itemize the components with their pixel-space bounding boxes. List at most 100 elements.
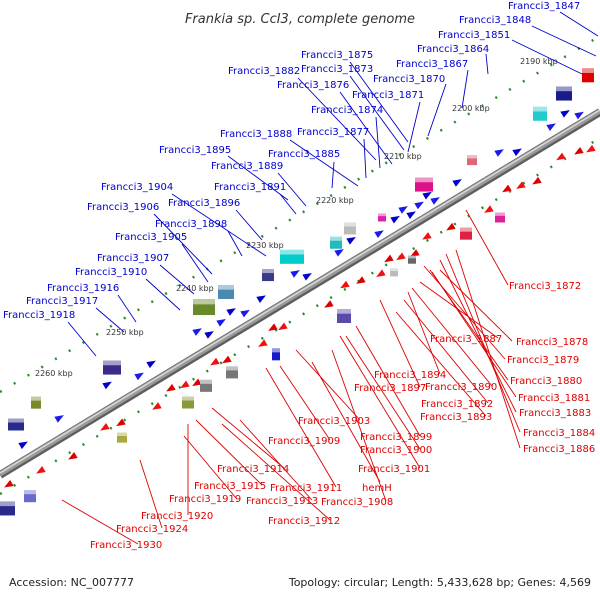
reverse-gene-arrow[interactable] bbox=[66, 451, 78, 463]
gene-block[interactable] bbox=[226, 366, 238, 379]
gene-label[interactable]: Francci3_1882 bbox=[228, 66, 300, 77]
gene-label[interactable]: Francci3_1909 bbox=[268, 436, 340, 447]
gene-label[interactable]: Francci3_1894 bbox=[374, 370, 446, 381]
gene-label[interactable]: Francci3_1892 bbox=[421, 399, 493, 410]
gene-block[interactable] bbox=[280, 249, 304, 264]
gene-label[interactable]: Francci3_1918 bbox=[3, 310, 75, 321]
gene-label[interactable]: Francci3_1880 bbox=[510, 376, 582, 387]
gene-label[interactable]: Francci3_1914 bbox=[217, 464, 289, 475]
forward-gene-arrow[interactable] bbox=[406, 208, 417, 219]
reverse-gene-arrow[interactable] bbox=[394, 252, 406, 263]
reverse-gene-arrow[interactable] bbox=[208, 357, 220, 369]
reverse-gene-arrow[interactable] bbox=[178, 380, 190, 392]
gene-label[interactable]: Francci3_1876 bbox=[277, 80, 349, 91]
forward-gene-arrow[interactable] bbox=[18, 438, 29, 450]
forward-gene-arrow[interactable] bbox=[334, 246, 345, 257]
forward-gene-arrow[interactable] bbox=[422, 189, 433, 200]
gene-block[interactable] bbox=[344, 222, 356, 235]
gene-label[interactable]: Francci3_1886 bbox=[523, 444, 595, 455]
gene-block[interactable] bbox=[182, 396, 194, 409]
gene-block[interactable] bbox=[31, 396, 41, 409]
forward-gene-arrow[interactable] bbox=[192, 325, 203, 336]
gene-block[interactable] bbox=[556, 86, 572, 101]
gene-label[interactable]: Francci3_1919 bbox=[169, 494, 241, 505]
gene-label[interactable]: Francci3_1864 bbox=[417, 44, 489, 55]
forward-gene-arrow[interactable] bbox=[560, 107, 571, 118]
reverse-gene-arrow[interactable] bbox=[338, 280, 350, 292]
reverse-gene-arrow[interactable] bbox=[256, 339, 268, 350]
gene-label[interactable]: Francci3_1878 bbox=[516, 337, 588, 348]
gene-label[interactable]: Francci3_1930 bbox=[90, 540, 162, 551]
gene-label[interactable]: Francci3_1851 bbox=[438, 30, 510, 41]
gene-label[interactable]: Francci3_1891 bbox=[214, 182, 286, 193]
gene-label[interactable]: Francci3_1898 bbox=[155, 219, 227, 230]
gene-block[interactable] bbox=[533, 106, 547, 121]
gene-block[interactable] bbox=[495, 212, 505, 223]
gene-label[interactable]: Francci3_1917 bbox=[26, 296, 98, 307]
reverse-gene-arrow[interactable] bbox=[354, 276, 366, 287]
gene-label[interactable]: Francci3_1870 bbox=[373, 74, 445, 85]
gene-label[interactable]: Francci3_1848 bbox=[459, 15, 531, 26]
forward-gene-arrow[interactable] bbox=[494, 146, 505, 157]
gene-label[interactable]: Francci3_1913 bbox=[246, 496, 318, 507]
reverse-gene-arrow[interactable] bbox=[322, 300, 334, 311]
gene-label[interactable]: Francci3_1900 bbox=[360, 445, 432, 456]
forward-gene-arrow[interactable] bbox=[216, 316, 227, 327]
gene-label[interactable]: Francci3_1871 bbox=[352, 90, 424, 101]
forward-gene-arrow[interactable] bbox=[204, 328, 215, 339]
gene-block[interactable] bbox=[582, 68, 594, 83]
reverse-gene-arrow[interactable] bbox=[164, 383, 176, 395]
gene-label[interactable]: Francci3_1911 bbox=[270, 483, 342, 494]
reverse-gene-arrow[interactable] bbox=[554, 152, 566, 164]
forward-gene-arrow[interactable] bbox=[302, 270, 313, 281]
gene-label[interactable]: Francci3_1910 bbox=[75, 267, 147, 278]
gene-block[interactable] bbox=[193, 299, 215, 316]
reverse-gene-arrow[interactable] bbox=[444, 222, 456, 234]
gene-block[interactable] bbox=[467, 155, 477, 166]
reverse-gene-arrow[interactable] bbox=[382, 254, 394, 266]
gene-label[interactable]: Francci3_1875 bbox=[301, 50, 373, 61]
gene-block[interactable] bbox=[24, 490, 36, 503]
forward-gene-arrow[interactable] bbox=[146, 358, 157, 369]
gene-label[interactable]: Francci3_1885 bbox=[268, 149, 340, 160]
forward-gene-arrow[interactable] bbox=[240, 307, 251, 318]
gene-block[interactable] bbox=[460, 227, 472, 240]
forward-gene-arrow[interactable] bbox=[546, 120, 557, 131]
forward-gene-arrow[interactable] bbox=[374, 227, 385, 238]
gene-label[interactable]: Francci3_1901 bbox=[358, 464, 430, 475]
forward-gene-arrow[interactable] bbox=[390, 213, 401, 224]
gene-label[interactable]: Francci3_1916 bbox=[47, 283, 119, 294]
reverse-gene-arrow[interactable] bbox=[584, 144, 596, 156]
reverse-gene-arrow[interactable] bbox=[220, 355, 232, 367]
gene-label[interactable]: Francci3_1907 bbox=[97, 253, 169, 264]
forward-gene-arrow[interactable] bbox=[102, 379, 113, 390]
gene-label[interactable]: Francci3_1896 bbox=[168, 198, 240, 209]
forward-gene-arrow[interactable] bbox=[452, 176, 463, 187]
forward-gene-arrow[interactable] bbox=[430, 194, 441, 205]
gene-label[interactable]: Francci3_1912 bbox=[268, 516, 340, 527]
forward-gene-arrow[interactable] bbox=[226, 305, 237, 316]
reverse-gene-arrow[interactable] bbox=[482, 205, 494, 216]
gene-label[interactable]: hemH bbox=[362, 483, 392, 494]
gene-block[interactable] bbox=[8, 418, 24, 431]
reverse-gene-arrow[interactable] bbox=[500, 184, 512, 196]
reverse-gene-arrow[interactable] bbox=[276, 322, 288, 333]
reverse-gene-arrow[interactable] bbox=[98, 423, 110, 434]
gene-label[interactable]: Francci3_1890 bbox=[425, 382, 497, 393]
gene-label[interactable]: Francci3_1889 bbox=[211, 161, 283, 172]
gene-label[interactable]: Francci3_1908 bbox=[321, 497, 393, 508]
gene-block[interactable] bbox=[272, 348, 280, 361]
reverse-gene-arrow[interactable] bbox=[572, 146, 584, 158]
reverse-gene-arrow[interactable] bbox=[374, 269, 386, 280]
gene-label[interactable]: Francci3_1873 bbox=[301, 64, 373, 75]
gene-block[interactable] bbox=[408, 255, 416, 264]
reverse-gene-arrow[interactable] bbox=[150, 402, 162, 413]
forward-gene-arrow[interactable] bbox=[54, 412, 65, 423]
gene-label[interactable]: Francci3_1879 bbox=[507, 355, 579, 366]
gene-label[interactable]: Francci3_1867 bbox=[396, 59, 468, 70]
gene-label[interactable]: Francci3_1884 bbox=[523, 428, 595, 439]
gene-block[interactable] bbox=[415, 177, 433, 192]
gene-block[interactable] bbox=[390, 268, 398, 277]
forward-gene-arrow[interactable] bbox=[414, 199, 425, 210]
gene-label[interactable]: Francci3_1895 bbox=[159, 145, 231, 156]
